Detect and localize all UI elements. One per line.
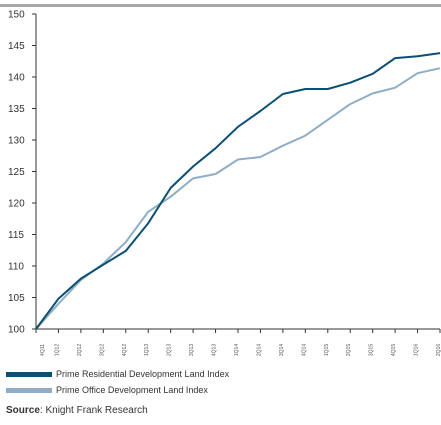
x-tick-label: 4Q14 — [301, 344, 307, 356]
legend-label-residential: Prime Residential Development Land Index — [56, 369, 230, 379]
x-tick-label: 3Q14 — [279, 344, 285, 356]
source-text: : Knight Frank Research — [39, 405, 148, 416]
chart-canvas: 100 105 110 115 120 125 130 135 140 145 150 4Q11 1Q… — [8, 10, 441, 357]
x-tick-label: 1Q14 — [234, 344, 240, 356]
y-tick-label: 120 — [8, 199, 25, 210]
legend-item-office: Prime Office Development Land Index — [6, 385, 208, 395]
y-tick-label: 110 — [8, 262, 24, 273]
series-line-office — [35, 67, 441, 330]
x-tick-label: 1Q12 — [54, 344, 60, 356]
legend-swatch-office — [6, 387, 52, 393]
top-rule — [0, 4, 441, 7]
legend-swatch-residential — [6, 371, 52, 377]
source-note: Source: Knight Frank Research — [6, 405, 148, 416]
x-tick-label: 2Q15 — [346, 344, 352, 356]
x-tick-label: 4Q12 — [122, 344, 128, 356]
y-tick-label: 125 — [8, 167, 25, 178]
source-label: Source — [6, 405, 40, 416]
x-tick-label: 4Q13 — [212, 344, 218, 356]
x-tick-label: 4Q15 — [391, 344, 397, 356]
series-line-residential — [35, 52, 441, 330]
y-tick-label: 130 — [8, 136, 25, 147]
x-tick-label: 4Q11 — [40, 344, 46, 356]
y-axis-ticks: 100 105 110 115 120 125 130 135 140 145 150 — [8, 10, 36, 336]
y-tick-label: 150 — [8, 10, 25, 21]
x-tick-label: 1Q16 — [414, 344, 420, 356]
y-tick-label: 145 — [8, 41, 25, 52]
x-tick-label: 1Q13 — [144, 344, 150, 356]
x-tick-label: 1Q15 — [324, 344, 330, 356]
x-tick-label: 3Q13 — [189, 344, 195, 356]
y-tick-label: 100 — [8, 325, 25, 336]
legend-item-residential: Prime Residential Development Land Index — [6, 369, 229, 379]
x-tick-label: 3Q15 — [369, 344, 375, 356]
x-tick-label: 2Q13 — [167, 344, 173, 356]
x-tick-label: 2Q16 — [436, 344, 441, 356]
x-tick-label: 2Q14 — [256, 344, 262, 356]
legend-label-office: Prime Office Development Land Index — [56, 385, 208, 395]
y-tick-label: 140 — [8, 73, 25, 84]
x-axis-ticks: 4Q11 1Q12 2Q12 3Q12 4Q12 1Q13 2Q13 3Q13 4Q13 1Q14… — [35, 329, 441, 356]
x-tick-label: 3Q12 — [99, 344, 105, 356]
y-tick-label: 105 — [8, 293, 25, 304]
y-tick-label: 135 — [8, 104, 25, 115]
y-tick-label: 115 — [8, 230, 24, 241]
series-lines — [35, 52, 441, 330]
x-tick-label: 2Q12 — [77, 344, 83, 356]
